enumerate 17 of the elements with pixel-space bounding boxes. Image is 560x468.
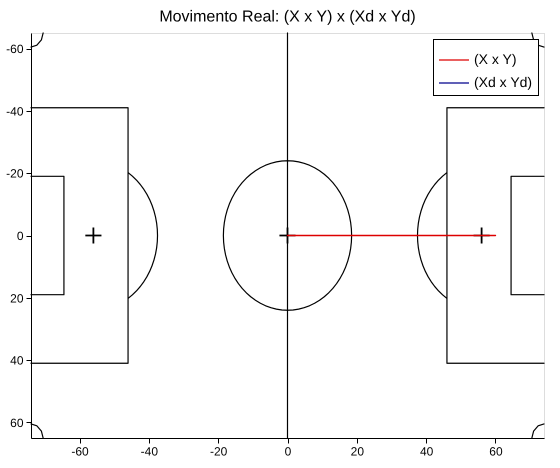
y-tick-label: -40 — [6, 104, 24, 118]
x-tick-label: -40 — [140, 444, 158, 458]
y-tick-label: 40 — [10, 354, 24, 368]
y-tick-label: -60 — [6, 42, 24, 56]
x-tick-label: 40 — [420, 444, 434, 458]
y-tick-label: -20 — [6, 166, 24, 181]
y-tick-label: 60 — [10, 416, 24, 430]
x-tick-label: -20 — [210, 444, 228, 458]
legend-label: (Xd x Yd) — [474, 74, 532, 90]
y-tick-label: 0 — [16, 229, 24, 243]
x-tick-label: 0 — [284, 444, 292, 458]
x-tick-label: -60 — [71, 444, 90, 458]
y-tick-label: 20 — [10, 291, 24, 306]
x-tick-label: 20 — [350, 444, 364, 458]
x-tick-label: 60 — [489, 444, 503, 458]
chart-title: Movimento Real: (X x Y) x (Xd x Yd) — [159, 8, 416, 26]
legend-label: (X x Y) — [474, 51, 517, 67]
